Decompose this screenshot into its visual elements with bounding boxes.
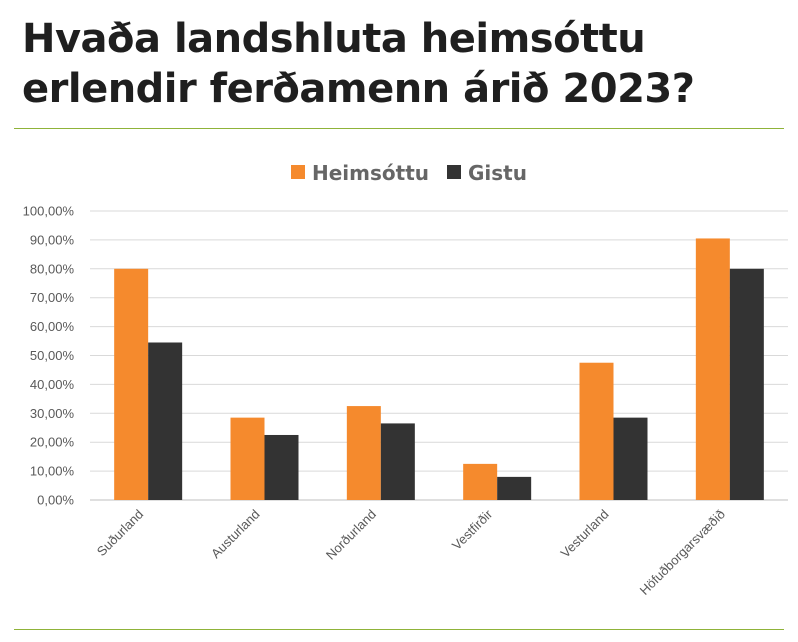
legend-swatch: [447, 165, 461, 179]
y-tick-label: 40,00%: [30, 377, 75, 392]
y-tick-label: 10,00%: [30, 464, 75, 479]
bars: [114, 238, 764, 500]
y-tick-label: 60,00%: [30, 319, 75, 334]
y-tick-label: 70,00%: [30, 290, 75, 305]
bar-gistu-2: [380, 423, 415, 500]
bar-heimsóttu-1: [230, 417, 265, 500]
bar-gistu-3: [497, 476, 532, 500]
legend-swatch: [291, 165, 305, 179]
y-tick-label: 20,00%: [30, 435, 75, 450]
bar-gistu-0: [148, 342, 183, 500]
y-tick-label: 90,00%: [30, 232, 75, 247]
legend-label: Heimsóttu: [312, 161, 429, 185]
y-tick-label: 100,00%: [23, 204, 75, 219]
y-tick-label: 50,00%: [30, 348, 75, 363]
x-tick-label: Austurland: [208, 507, 263, 562]
title-divider: [14, 128, 784, 129]
x-tick-label: Vestfirðir: [449, 506, 496, 553]
bar-gistu-1: [264, 434, 299, 500]
x-axis-ticks: Suðurland Austurland Norðurland Vestfirðir V…: [94, 506, 728, 598]
x-tick-label: Norðurland: [323, 507, 379, 563]
bar-heimsóttu-4: [579, 362, 614, 500]
page-title: Hvaða landshluta heimsóttu erlendir ferð…: [22, 16, 695, 112]
gridlines: [90, 210, 788, 501]
bar-heimsóttu-2: [346, 406, 381, 500]
bar-gistu-5: [729, 268, 764, 500]
x-tick-label: Höfuðborgarsvæðið: [637, 507, 728, 598]
bar-heimsóttu-3: [463, 463, 498, 500]
y-tick-label: 80,00%: [30, 261, 75, 276]
y-tick-label: 0,00%: [37, 493, 74, 508]
x-tick-label: Vesturland: [558, 507, 612, 561]
legend: Heimsóttu Gistu: [291, 161, 527, 185]
y-tick-label: 30,00%: [30, 406, 75, 421]
bar-heimsóttu-5: [695, 238, 730, 500]
bar-heimsóttu-0: [114, 268, 149, 500]
x-tick-label: Suðurland: [94, 507, 147, 560]
footer-divider: [14, 629, 784, 630]
y-axis-ticks: 0,00% 10,00% 20,00% 30,00% 40,00% 50,00% 60,00…: [23, 204, 75, 508]
legend-label: Gistu: [468, 161, 527, 185]
bar-gistu-4: [613, 417, 648, 500]
